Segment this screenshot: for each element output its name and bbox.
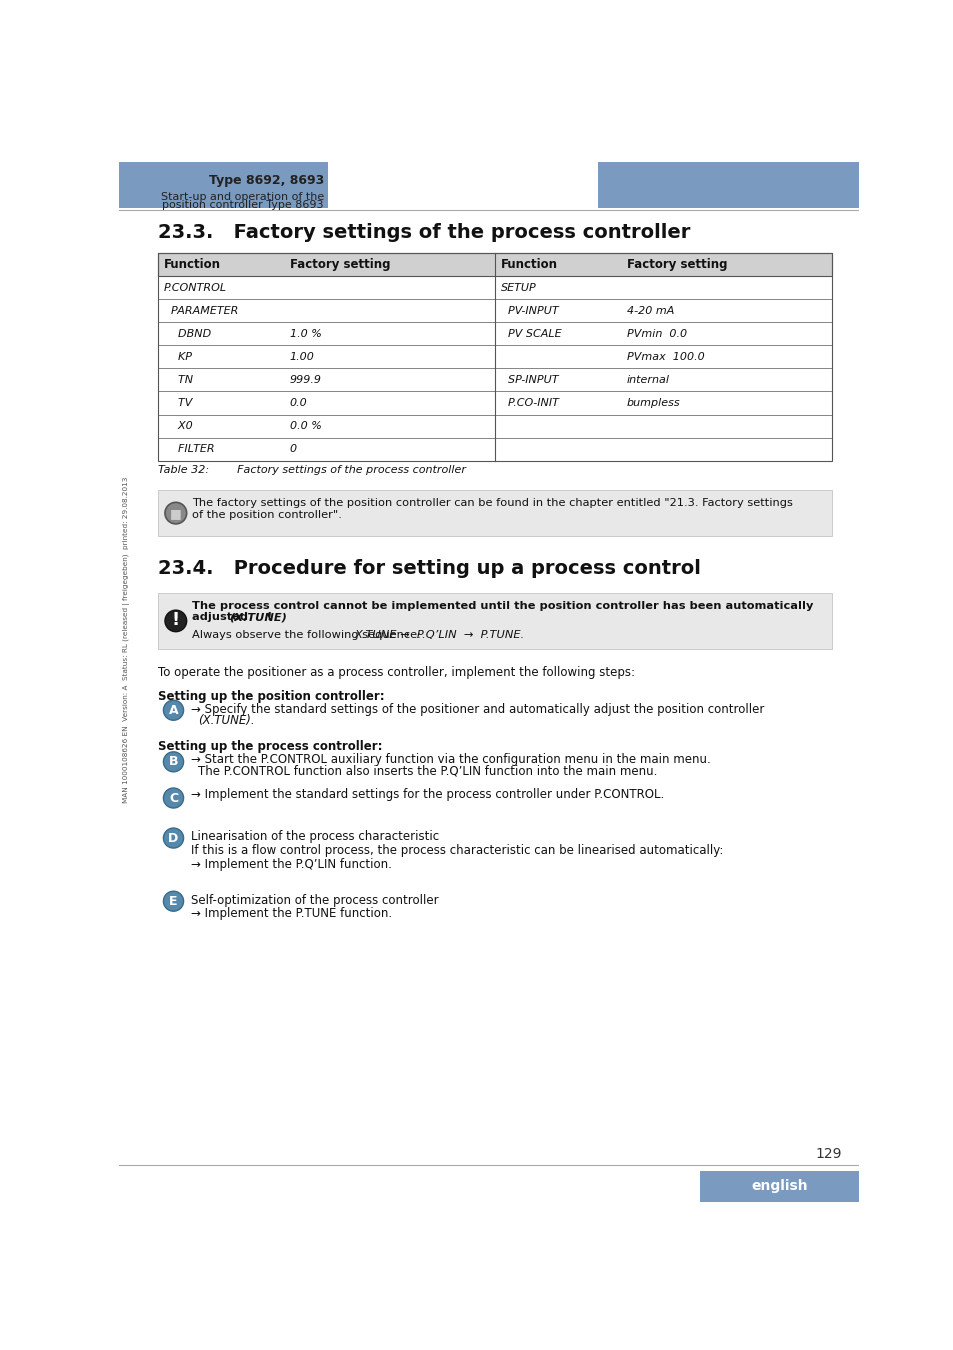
Text: Setting up the position controller:: Setting up the position controller:: [158, 690, 384, 703]
Text: P.CO-INIT: P.CO-INIT: [500, 398, 558, 408]
Circle shape: [163, 701, 183, 721]
Text: ■: ■: [170, 506, 181, 520]
Text: Setting up the process controller:: Setting up the process controller:: [158, 740, 382, 753]
Text: 23.4.   Procedure for setting up a process control: 23.4. Procedure for setting up a process…: [158, 559, 700, 578]
FancyBboxPatch shape: [158, 252, 831, 275]
Text: → Implement the P.Q’LIN function.: → Implement the P.Q’LIN function.: [191, 859, 391, 871]
Text: Linearisation of the process characteristic: Linearisation of the process characteris…: [191, 830, 438, 844]
Text: bürkert: bürkert: [600, 173, 700, 197]
Text: 129: 129: [815, 1146, 841, 1161]
Text: TN: TN: [164, 375, 193, 385]
Text: Factory setting: Factory setting: [626, 258, 726, 271]
FancyBboxPatch shape: [158, 593, 831, 648]
Text: 0: 0: [290, 444, 296, 454]
Circle shape: [163, 891, 183, 911]
Text: → Implement the standard settings for the process controller under P.CONTROL.: → Implement the standard settings for th…: [191, 787, 663, 801]
Text: (X.TUNE).: (X.TUNE).: [198, 714, 254, 728]
FancyBboxPatch shape: [119, 162, 328, 208]
Text: english: english: [750, 1179, 807, 1193]
Text: SP-INPUT: SP-INPUT: [500, 375, 558, 385]
Text: Factory setting: Factory setting: [290, 258, 390, 271]
Text: → Specify the standard settings of the positioner and automatically adjust the p: → Specify the standard settings of the p…: [191, 702, 763, 716]
Text: B: B: [169, 756, 178, 768]
Text: 23.3.   Factory settings of the process controller: 23.3. Factory settings of the process co…: [158, 223, 690, 243]
Text: Always observe the following sequence:: Always observe the following sequence:: [192, 630, 424, 640]
Text: → Start the P.CONTROL auxiliary function via the configuration menu in the main : → Start the P.CONTROL auxiliary function…: [191, 752, 710, 765]
Text: Function: Function: [164, 258, 221, 271]
Text: PV SCALE: PV SCALE: [500, 328, 561, 339]
Text: P.CONTROL: P.CONTROL: [164, 282, 227, 293]
Text: C: C: [169, 791, 178, 805]
FancyBboxPatch shape: [598, 162, 858, 208]
Text: If this is a flow control process, the process characteristic can be linearised : If this is a flow control process, the p…: [191, 844, 722, 857]
Text: PVmin  0.0: PVmin 0.0: [626, 328, 686, 339]
Text: MAN 1000108626 EN  Version: A  Status: RL (released | freigegeben)  printed: 29.: MAN 1000108626 EN Version: A Status: RL …: [123, 477, 130, 803]
Text: FILTER: FILTER: [164, 444, 214, 454]
Text: 4-20 mA: 4-20 mA: [626, 305, 674, 316]
FancyBboxPatch shape: [700, 1170, 858, 1202]
Text: PV-INPUT: PV-INPUT: [500, 305, 558, 316]
Circle shape: [165, 502, 187, 524]
Text: TV: TV: [164, 398, 193, 408]
Text: X0: X0: [164, 421, 193, 431]
Text: bumpless: bumpless: [626, 398, 679, 408]
Text: → Implement the P.TUNE function.: → Implement the P.TUNE function.: [191, 907, 392, 921]
Text: 0.0 %: 0.0 %: [290, 421, 321, 431]
Text: position controller Type 8693: position controller Type 8693: [162, 200, 323, 211]
Text: of the position controller".: of the position controller".: [192, 510, 341, 520]
Text: X.TUNE →  P.Q’LIN  →  P.TUNE.: X.TUNE → P.Q’LIN → P.TUNE.: [355, 630, 524, 640]
Text: SETUP: SETUP: [500, 282, 537, 293]
Text: A: A: [169, 703, 178, 717]
Text: 1.0 %: 1.0 %: [290, 328, 321, 339]
Text: Type 8692, 8693: Type 8692, 8693: [209, 174, 323, 188]
Text: E: E: [169, 895, 177, 907]
Text: The process control cannot be implemented until the position controller has been: The process control cannot be implemente…: [192, 601, 813, 612]
Text: PARAMETER: PARAMETER: [164, 305, 238, 316]
Text: Function: Function: [500, 258, 558, 271]
Text: The P.CONTROL function also inserts the P.Q’LIN function into the main menu.: The P.CONTROL function also inserts the …: [198, 764, 657, 778]
Text: Start-up and operation of the: Start-up and operation of the: [160, 193, 323, 202]
Circle shape: [165, 610, 187, 632]
FancyBboxPatch shape: [158, 490, 831, 536]
Text: 0.0: 0.0: [290, 398, 307, 408]
Text: PVmax  100.0: PVmax 100.0: [626, 352, 704, 362]
Text: KP: KP: [164, 352, 192, 362]
Text: 999.9: 999.9: [290, 375, 321, 385]
Text: adjusted: adjusted: [192, 613, 252, 622]
Text: To operate the positioner as a process controller, implement the following steps: To operate the positioner as a process c…: [158, 666, 635, 679]
Text: 1.00: 1.00: [290, 352, 314, 362]
Circle shape: [163, 788, 183, 809]
Text: (X.TUNE): (X.TUNE): [229, 613, 287, 622]
Text: The factory settings of the position controller can be found in the chapter enti: The factory settings of the position con…: [192, 498, 792, 508]
Text: !: !: [172, 612, 180, 629]
Circle shape: [163, 828, 183, 848]
Text: DBND: DBND: [164, 328, 212, 339]
Text: FLUID CONTROL SYSTEMS: FLUID CONTROL SYSTEMS: [600, 196, 712, 205]
Text: D: D: [168, 832, 178, 845]
Text: Table 32:        Factory settings of the process controller: Table 32: Factory settings of the proces…: [158, 466, 465, 475]
Text: !: !: [266, 613, 272, 622]
Circle shape: [163, 752, 183, 772]
Text: Self-optimization of the process controller: Self-optimization of the process control…: [191, 894, 437, 906]
Text: internal: internal: [626, 375, 669, 385]
